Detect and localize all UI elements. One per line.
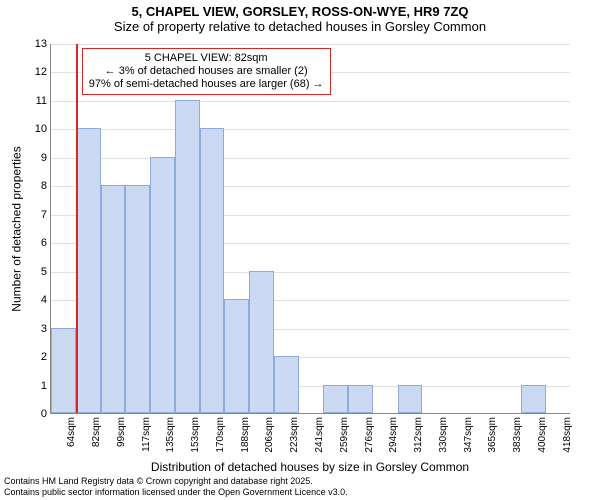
histogram-bar <box>175 100 200 413</box>
y-tick-label: 7 <box>41 209 47 221</box>
annotation-box: 5 CHAPEL VIEW: 82sqm← 3% of detached hou… <box>82 48 331 95</box>
y-tick-label: 3 <box>41 323 47 335</box>
y-tick-label: 12 <box>35 66 47 78</box>
y-tick-label: 1 <box>41 380 47 392</box>
title-line-2: Size of property relative to detached ho… <box>0 19 600 34</box>
footer-line-2: Contains public sector information licen… <box>4 487 348 498</box>
y-tick-label: 8 <box>41 180 47 192</box>
x-tick-label: 259sqm <box>339 417 350 453</box>
annotation-line: 97% of semi-detached houses are larger (… <box>89 78 324 91</box>
y-tick-label: 5 <box>41 266 47 278</box>
x-tick-label: 312sqm <box>413 417 424 453</box>
gridline <box>51 44 570 45</box>
annotation-line: 5 CHAPEL VIEW: 82sqm <box>89 52 324 65</box>
y-tick-label: 4 <box>41 294 47 306</box>
histogram-bar <box>398 385 423 413</box>
chart-container: 5, CHAPEL VIEW, GORSLEY, ROSS-ON-WYE, HR… <box>0 0 600 500</box>
x-tick-label: 223sqm <box>289 417 300 453</box>
histogram-bar <box>101 185 126 413</box>
x-tick-label: 135sqm <box>165 417 176 453</box>
histogram-bar <box>51 328 76 413</box>
gridline <box>51 158 570 159</box>
histogram-bar <box>274 356 299 413</box>
histogram-bar <box>76 128 101 413</box>
x-tick-label: 241sqm <box>314 417 325 453</box>
x-tick-label: 82sqm <box>91 417 102 447</box>
x-tick-label: 170sqm <box>215 417 226 453</box>
x-tick-label: 294sqm <box>388 417 399 453</box>
x-tick-label: 276sqm <box>364 417 375 453</box>
chart-area: 01234567891011121364sqm82sqm99sqm117sqm1… <box>50 44 570 414</box>
histogram-bar <box>125 185 150 413</box>
x-tick-label: 153sqm <box>190 417 201 453</box>
gridline <box>51 101 570 102</box>
title-block: 5, CHAPEL VIEW, GORSLEY, ROSS-ON-WYE, HR… <box>0 0 600 34</box>
y-tick-label: 9 <box>41 152 47 164</box>
histogram-bar <box>348 385 373 413</box>
x-tick-label: 117sqm <box>141 417 152 452</box>
y-tick-label: 11 <box>36 95 47 107</box>
y-axis-label-wrap: Number of detached properties <box>10 44 24 414</box>
plot-area: 01234567891011121364sqm82sqm99sqm117sqm1… <box>50 44 570 414</box>
y-axis-label: Number of detached properties <box>10 146 24 311</box>
x-tick-label: 99sqm <box>116 417 127 447</box>
title-line-1: 5, CHAPEL VIEW, GORSLEY, ROSS-ON-WYE, HR… <box>0 4 600 19</box>
x-tick-label: 400sqm <box>537 417 548 453</box>
x-tick-label: 64sqm <box>66 417 77 447</box>
histogram-bar <box>200 128 225 413</box>
histogram-bar <box>323 385 348 413</box>
marker-line <box>76 44 78 413</box>
x-tick-label: 365sqm <box>487 417 498 453</box>
y-tick-label: 10 <box>35 123 47 135</box>
attribution-footer: Contains HM Land Registry data © Crown c… <box>4 476 348 498</box>
gridline <box>51 129 570 130</box>
x-tick-label: 347sqm <box>463 417 474 453</box>
histogram-bar <box>150 157 175 413</box>
histogram-bar <box>224 299 249 413</box>
y-tick-label: 0 <box>41 408 47 420</box>
x-tick-label: 418sqm <box>562 417 573 453</box>
histogram-bar <box>521 385 546 413</box>
y-tick-label: 13 <box>35 38 47 50</box>
x-tick-label: 383sqm <box>512 417 523 453</box>
histogram-bar <box>249 271 274 413</box>
annotation-line: ← 3% of detached houses are smaller (2) <box>89 65 324 78</box>
x-tick-label: 330sqm <box>438 417 449 453</box>
y-tick-label: 2 <box>41 351 47 363</box>
footer-line-1: Contains HM Land Registry data © Crown c… <box>4 476 348 487</box>
x-tick-label: 206sqm <box>264 417 275 453</box>
x-tick-label: 188sqm <box>240 417 251 453</box>
y-tick-label: 6 <box>41 237 47 249</box>
x-axis-label: Distribution of detached houses by size … <box>50 460 570 474</box>
